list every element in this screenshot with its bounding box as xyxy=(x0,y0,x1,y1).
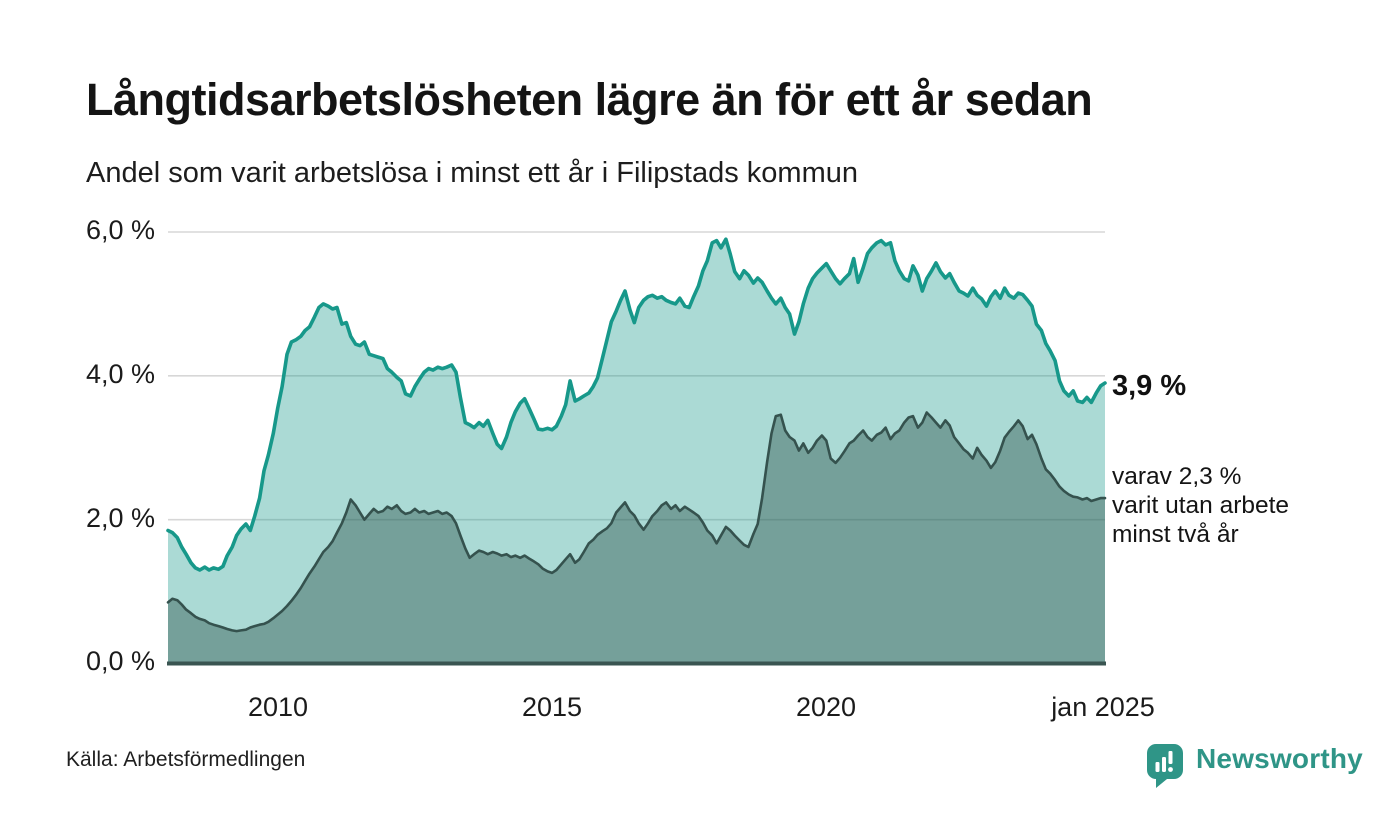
x-axis-tick-2015: 2015 xyxy=(521,692,583,722)
series-end-value-label: 3,9 % xyxy=(1112,370,1187,402)
line-minst-tva-ar xyxy=(166,411,1107,633)
x-axis-tick-2010: 2010 xyxy=(247,692,309,722)
y-axis-tick-4: 4,0 % xyxy=(85,359,155,389)
newsworthy-logo: Newsworthy xyxy=(1146,743,1363,793)
y-axis-tick-0: 0,0 % xyxy=(85,646,155,676)
y-axis-tick-2: 2,0 % xyxy=(85,503,155,533)
area-fill-minst-ett-ar xyxy=(168,239,1105,664)
bar-chart-speech-bubble-icon xyxy=(1146,743,1184,793)
series-secondary-label: varav 2,3 % varit utan arbete minst två … xyxy=(1112,463,1290,548)
x-axis-tick-jan-2025: jan 2025 xyxy=(1051,692,1155,722)
line-minst-ett-ar xyxy=(166,237,1107,572)
logo-wordmark: Newsworthy xyxy=(1196,743,1363,774)
chart-subtitle: Andel som varit arbetslösa i minst ett å… xyxy=(86,157,858,189)
source-attribution: Källa: Arbetsförmedlingen xyxy=(66,748,306,771)
page-title: Långtidsarbetslösheten lägre än för ett … xyxy=(86,74,1093,125)
y-axis-tick-6: 6,0 % xyxy=(85,215,155,245)
x-axis-tick-2020: 2020 xyxy=(795,692,857,722)
area-fill-minst-tva-ar xyxy=(168,412,1105,664)
